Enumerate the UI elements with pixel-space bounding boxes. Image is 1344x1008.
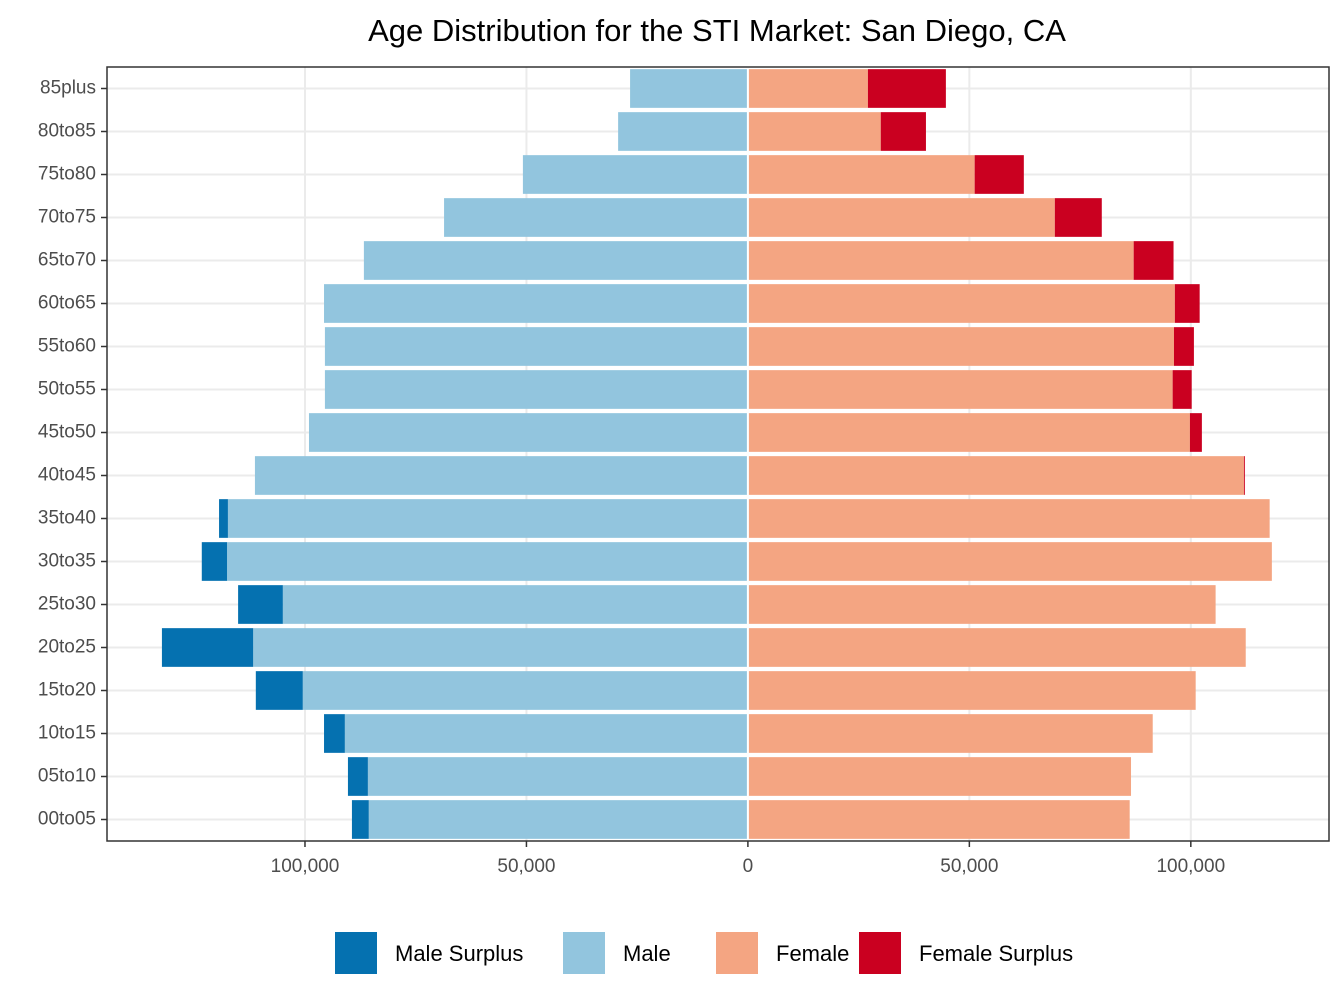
axes: 00to05 05to10 10to15 15to20 20to25 25to30 30to… <box>38 78 1225 878</box>
bar <box>880 112 926 151</box>
panel-border <box>106 66 1330 842</box>
y-tick-label: 60to65 <box>38 293 96 314</box>
bar <box>1189 413 1202 452</box>
bar <box>444 198 748 237</box>
bar <box>201 542 228 581</box>
legend-key <box>563 932 605 974</box>
bar <box>227 499 748 538</box>
y-tick-label: 40to45 <box>38 465 96 486</box>
y-tick-label: 80to85 <box>38 121 96 142</box>
legend-key <box>716 932 758 974</box>
bar <box>254 456 748 495</box>
bar <box>324 327 748 366</box>
bar <box>363 241 748 280</box>
bar <box>1172 370 1192 409</box>
bar <box>161 628 254 667</box>
x-tick-label: 50,000 <box>940 856 998 877</box>
bar <box>308 413 748 452</box>
y-tick-label: 00to05 <box>38 809 96 830</box>
y-tick-label: 15to20 <box>38 680 96 701</box>
y-tick-label: 55to60 <box>38 336 96 357</box>
bar <box>351 800 369 839</box>
bar <box>747 542 1272 581</box>
bar <box>867 69 946 108</box>
bar <box>747 112 881 151</box>
bar <box>747 757 1132 796</box>
y-tick-label: 50to55 <box>38 379 96 400</box>
y-tick-label: 65to70 <box>38 250 96 271</box>
y-tick-label: 45to50 <box>38 422 96 443</box>
bar <box>522 155 748 194</box>
y-tick-label: 25to30 <box>38 594 96 615</box>
bar <box>747 241 1134 280</box>
bar <box>747 456 1244 495</box>
bar <box>282 585 748 624</box>
legend: Male Surplus Male Female Female Surplus <box>335 932 1073 974</box>
legend-label: Male <box>623 941 671 966</box>
bar <box>618 112 748 151</box>
bar <box>747 327 1174 366</box>
bar <box>747 628 1246 667</box>
y-tick-label: 20to25 <box>38 637 96 658</box>
bar <box>747 69 868 108</box>
bar <box>368 800 748 839</box>
bar <box>747 413 1190 452</box>
bar <box>324 714 345 753</box>
legend-key <box>859 932 901 974</box>
bar <box>974 155 1024 194</box>
y-tick-label: 05to10 <box>38 766 96 787</box>
bar <box>630 69 748 108</box>
bar <box>219 499 228 538</box>
bar <box>747 714 1153 753</box>
bar <box>347 757 368 796</box>
bar <box>367 757 748 796</box>
bar <box>227 542 748 581</box>
y-tick-label: 10to15 <box>38 723 96 744</box>
bars <box>161 67 1272 841</box>
legend-label: Female <box>776 941 849 966</box>
bar <box>747 370 1173 409</box>
bar <box>255 671 303 710</box>
x-tick-label: 50,000 <box>497 856 555 877</box>
bar <box>747 671 1196 710</box>
y-tick-label: 85plus <box>40 78 96 99</box>
legend-label: Female Surplus <box>919 941 1073 966</box>
bar <box>747 284 1175 323</box>
bar <box>344 714 748 753</box>
bar <box>1133 241 1174 280</box>
bar <box>238 585 283 624</box>
bar <box>253 628 748 667</box>
x-tick-label: 100,000 <box>1156 856 1225 877</box>
x-tick-label: 0 <box>743 856 754 877</box>
y-tick-label: 70to75 <box>38 207 96 228</box>
bar <box>747 198 1055 237</box>
bar <box>747 155 975 194</box>
y-tick-label: 35to40 <box>38 508 96 529</box>
bar <box>747 499 1270 538</box>
bar <box>747 585 1216 624</box>
y-tick-label: 75to80 <box>38 164 96 185</box>
bar <box>324 370 748 409</box>
bar <box>1174 284 1200 323</box>
bar <box>747 800 1130 839</box>
y-tick-label: 30to35 <box>38 551 96 572</box>
bar <box>324 284 748 323</box>
x-tick-label: 100,000 <box>271 856 340 877</box>
bar <box>1243 456 1245 495</box>
bar <box>1173 327 1194 366</box>
legend-label: Male Surplus <box>395 941 523 966</box>
bar <box>1054 198 1102 237</box>
chart-title: Age Distribution for the STI Market: San… <box>368 13 1066 48</box>
bar <box>302 671 748 710</box>
legend-key <box>335 932 377 974</box>
